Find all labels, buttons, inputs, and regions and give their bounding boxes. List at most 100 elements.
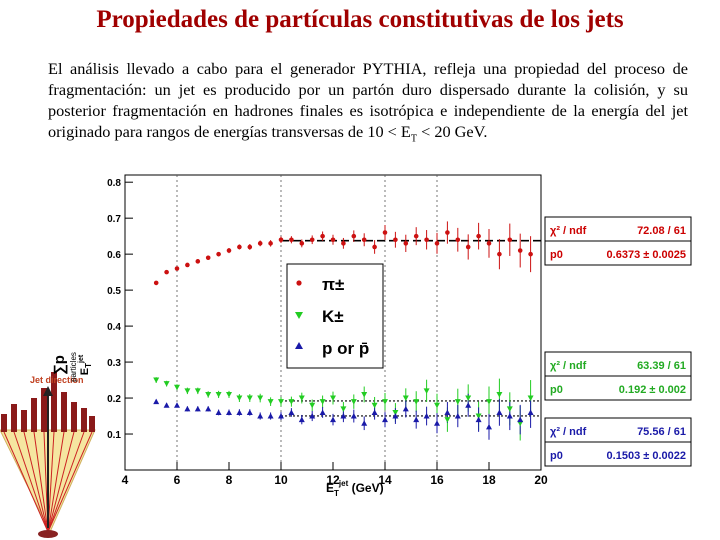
y-tick-label: 0.5	[107, 286, 121, 297]
jet-bar	[89, 416, 95, 432]
jet-origin	[38, 530, 58, 538]
data-point-pion	[465, 244, 471, 250]
data-point-kaon	[215, 391, 222, 398]
data-point-proton	[371, 409, 378, 415]
data-point-proton	[194, 405, 201, 412]
legend-label-proton: p or p̄	[322, 339, 369, 358]
data-point-proton	[527, 409, 534, 415]
y-tick-label: 0.6	[107, 250, 121, 261]
data-point-kaon	[361, 391, 368, 398]
x-tick-label: 14	[378, 473, 392, 487]
data-point-proton	[392, 413, 399, 419]
data-point-proton	[236, 409, 243, 415]
data-point-kaon	[205, 391, 212, 398]
y-axis-title: ∑p particles ETjet	[51, 352, 93, 382]
legend-box	[286, 263, 384, 369]
legend-marker-pion-icon	[296, 280, 302, 286]
jet-bar	[21, 410, 27, 432]
data-point-proton	[402, 405, 409, 412]
data-point-pion	[372, 244, 377, 250]
jet-ray	[47, 431, 85, 533]
data-points	[153, 230, 534, 430]
x-tick-label: 18	[482, 473, 496, 487]
data-point-proton	[465, 402, 472, 408]
data-point-pion	[299, 241, 305, 246]
data-point-proton	[340, 413, 347, 419]
y-axis-ticks: 0.1 0.2 0.3 0.4 0.5 0.6 0.7 0.8	[107, 178, 133, 441]
y-tick-label: 0.3	[107, 358, 121, 369]
data-point-pion	[382, 230, 388, 235]
fit-kaon-p0-label: p0	[550, 384, 563, 396]
data-point-kaon	[278, 399, 284, 405]
data-point-proton	[205, 405, 212, 412]
data-point-pion	[361, 237, 367, 243]
jet-bar	[1, 414, 7, 432]
data-point-proton	[309, 413, 316, 419]
data-point-pion	[486, 241, 492, 246]
data-point-kaon	[174, 384, 180, 391]
data-point-proton	[423, 413, 430, 419]
fit-lines	[281, 239, 541, 417]
data-point-proton	[257, 413, 264, 419]
data-point-proton	[298, 416, 305, 423]
data-point-pion	[476, 233, 481, 239]
data-point-kaon	[288, 399, 295, 405]
fit-proton-p0-value: 0.1503 ± 0.0022	[607, 450, 686, 462]
data-point-pion	[195, 259, 201, 264]
data-point-pion	[403, 241, 409, 246]
data-point-kaon	[194, 388, 201, 394]
fit-proton-chi2-label: χ² / ndf	[550, 426, 587, 438]
data-point-pion	[174, 266, 180, 271]
data-point-kaon	[465, 395, 472, 402]
data-point-proton	[153, 398, 160, 405]
data-point-proton	[184, 405, 191, 412]
fit-kaon-p0-value: 0.192 ± 0.002	[619, 384, 686, 396]
data-point-kaon	[423, 388, 430, 394]
data-point-kaon	[309, 402, 316, 409]
fit-pion-chi2-value: 72.08 / 61	[637, 225, 686, 237]
data-point-kaon	[236, 395, 243, 402]
data-point-proton	[163, 402, 170, 408]
data-point-pion	[507, 237, 513, 243]
jet-direction-label: Jet direction	[30, 375, 84, 385]
data-point-proton	[174, 402, 180, 408]
jet-ray	[33, 431, 49, 533]
data-point-proton	[288, 409, 295, 415]
fit-proton-p0-label: p0	[550, 450, 563, 462]
data-point-pion	[226, 248, 232, 253]
data-point-pion	[320, 233, 325, 239]
et-subscript: T	[410, 133, 417, 145]
jet-direction-inset: Jet direction	[0, 372, 96, 538]
y-tick-label: 0.7	[107, 214, 121, 225]
intro-text-end: < 20 GeV.	[417, 122, 488, 141]
fit-pion-p0-label: p0	[550, 249, 563, 261]
data-point-proton	[215, 409, 222, 415]
jet-bar	[61, 392, 67, 432]
data-point-kaon	[454, 399, 461, 405]
data-point-kaon	[226, 391, 232, 398]
data-point-kaon	[340, 406, 347, 412]
data-point-pion	[216, 251, 221, 257]
data-point-pion	[278, 237, 284, 243]
fit-pion-p0-value: 0.6373 ± 0.0025	[607, 249, 686, 261]
data-point-kaon	[382, 399, 388, 405]
data-point-pion	[268, 241, 273, 246]
data-point-proton	[350, 413, 357, 419]
data-point-proton	[382, 416, 388, 423]
data-point-proton	[517, 416, 524, 423]
jet-bar	[71, 402, 77, 432]
data-point-kaon	[267, 399, 274, 405]
data-point-proton	[319, 409, 326, 415]
data-point-pion	[237, 244, 242, 250]
y-axis-sum-p: ∑p	[51, 355, 68, 375]
x-axis-ticks: 4 6 8 10 12 14 16 18 20	[122, 462, 548, 487]
data-point-pion	[341, 241, 346, 246]
y-axis-particles: particles	[69, 352, 78, 382]
data-point-pion	[289, 237, 294, 243]
intro-text: El análisis llevado a cabo para el gener…	[48, 59, 688, 141]
data-point-proton	[486, 423, 492, 430]
data-point-proton	[267, 413, 274, 419]
x-tick-label: 16	[430, 473, 444, 487]
jet-ray	[47, 431, 93, 533]
data-point-proton	[278, 413, 284, 419]
